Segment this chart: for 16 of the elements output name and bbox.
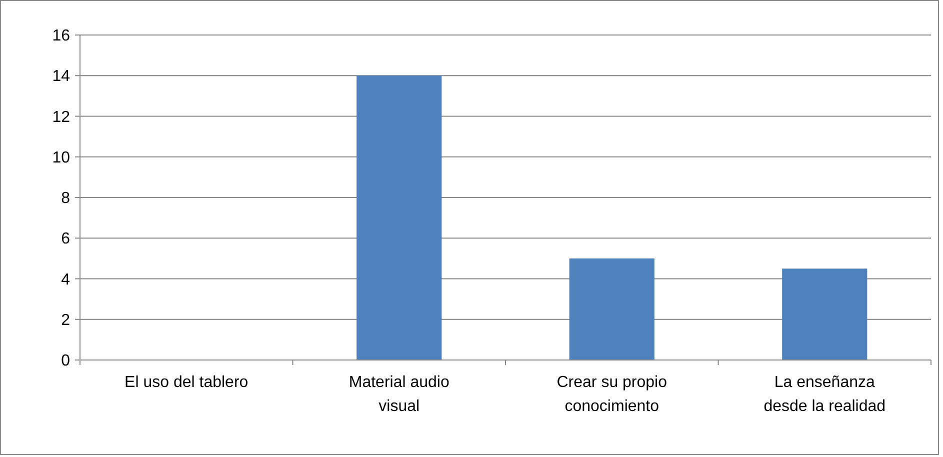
- y-tick-label: 12: [52, 108, 70, 126]
- x-tick-label: La enseñanza desde la realidad: [764, 374, 886, 415]
- y-tick-label: 2: [61, 312, 70, 329]
- y-tick-label: 16: [52, 28, 70, 45]
- y-tick-label: 14: [52, 68, 70, 86]
- y-tick-label: 4: [61, 271, 70, 288]
- x-tick-label: Material audio visual: [348, 374, 450, 415]
- bar: [569, 258, 654, 360]
- x-tick-label: El uso del tablero: [124, 374, 248, 391]
- bar: [782, 268, 868, 360]
- y-tick-label: 10: [52, 149, 70, 166]
- bar: [356, 76, 442, 360]
- y-tick-label: 8: [61, 190, 70, 208]
- y-tick-label: 0: [61, 352, 70, 370]
- x-tick-label: Crear su propio conocimiento: [556, 374, 668, 415]
- y-tick-label: 6: [61, 230, 70, 248]
